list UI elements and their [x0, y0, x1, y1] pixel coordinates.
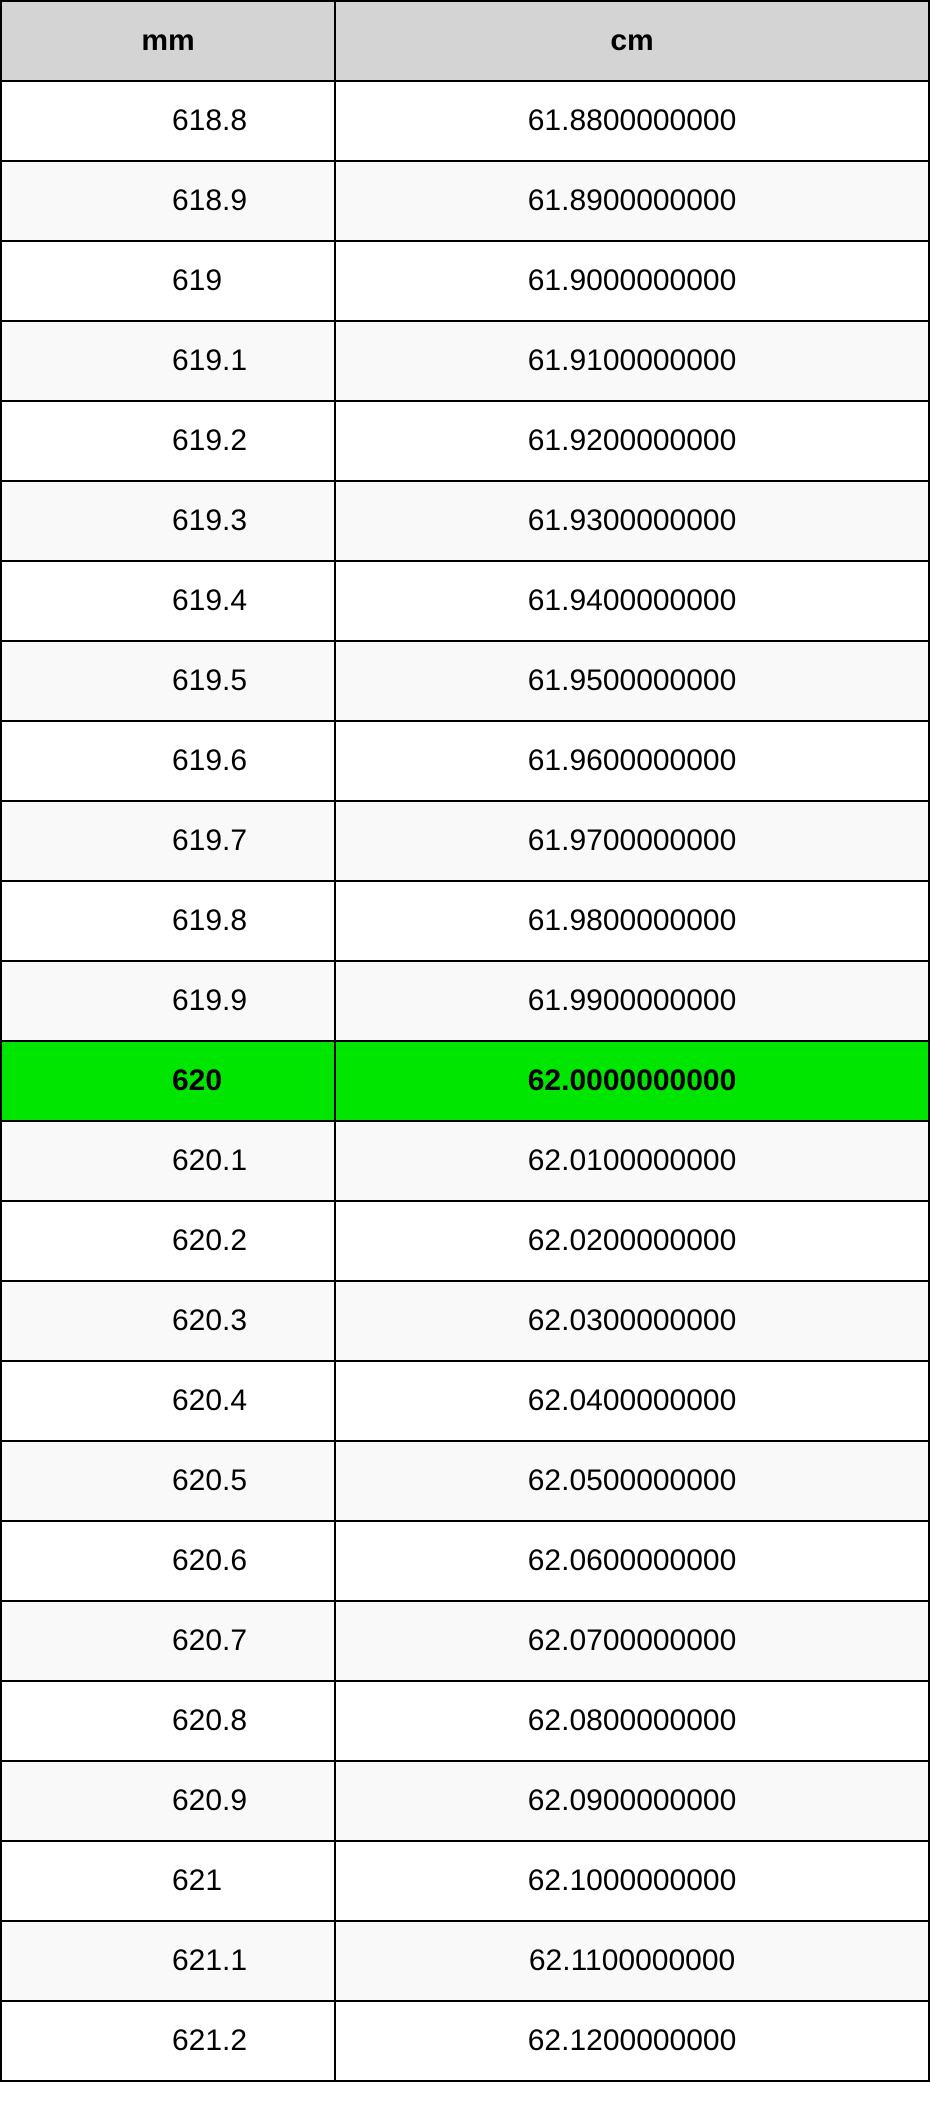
- cm-cell: 61.9200000000: [335, 401, 929, 481]
- mm-cell: 620.2: [1, 1201, 335, 1281]
- table-row: 620.862.0800000000: [1, 1681, 929, 1761]
- cm-cell: 62.0000000000: [335, 1041, 929, 1121]
- table-row: 620.562.0500000000: [1, 1441, 929, 1521]
- table-row: 621.162.1100000000: [1, 1921, 929, 2001]
- table-row: 62062.0000000000: [1, 1041, 929, 1121]
- cm-cell: 61.9900000000: [335, 961, 929, 1041]
- column-header-cm: cm: [335, 1, 929, 81]
- mm-cell: 621.2: [1, 2001, 335, 2081]
- mm-cell: 620.3: [1, 1281, 335, 1361]
- mm-cell: 619.8: [1, 881, 335, 961]
- mm-cell: 620.8: [1, 1681, 335, 1761]
- table-row: 619.461.9400000000: [1, 561, 929, 641]
- table-row: 619.161.9100000000: [1, 321, 929, 401]
- cm-cell: 61.8800000000: [335, 81, 929, 161]
- table-row: 619.861.9800000000: [1, 881, 929, 961]
- cm-cell: 61.9800000000: [335, 881, 929, 961]
- cm-cell: 62.0600000000: [335, 1521, 929, 1601]
- mm-cell: 619.9: [1, 961, 335, 1041]
- mm-cell: 619.6: [1, 721, 335, 801]
- mm-cell: 619.4: [1, 561, 335, 641]
- table-row: 620.662.0600000000: [1, 1521, 929, 1601]
- cm-cell: 61.9400000000: [335, 561, 929, 641]
- cm-cell: 62.0800000000: [335, 1681, 929, 1761]
- cm-cell: 62.0500000000: [335, 1441, 929, 1521]
- mm-cell: 620.9: [1, 1761, 335, 1841]
- table-row: 619.561.9500000000: [1, 641, 929, 721]
- mm-cell: 620.1: [1, 1121, 335, 1201]
- table-row: 620.762.0700000000: [1, 1601, 929, 1681]
- mm-cell: 620.6: [1, 1521, 335, 1601]
- cm-cell: 62.0700000000: [335, 1601, 929, 1681]
- column-header-mm: mm: [1, 1, 335, 81]
- conversion-table-wrap: mm cm 618.861.8800000000618.961.89000000…: [0, 0, 930, 2082]
- mm-cell: 619.5: [1, 641, 335, 721]
- cm-cell: 62.0100000000: [335, 1121, 929, 1201]
- mm-cell: 619.7: [1, 801, 335, 881]
- mm-cell: 620.7: [1, 1601, 335, 1681]
- table-row: 618.861.8800000000: [1, 81, 929, 161]
- mm-cell: 619.3: [1, 481, 335, 561]
- cm-cell: 62.1000000000: [335, 1841, 929, 1921]
- table-row: 61961.9000000000: [1, 241, 929, 321]
- cm-cell: 61.9700000000: [335, 801, 929, 881]
- cm-cell: 61.9600000000: [335, 721, 929, 801]
- table-row: 619.361.9300000000: [1, 481, 929, 561]
- table-row: 620.362.0300000000: [1, 1281, 929, 1361]
- cm-cell: 62.0200000000: [335, 1201, 929, 1281]
- table-row: 620.962.0900000000: [1, 1761, 929, 1841]
- conversion-table: mm cm 618.861.8800000000618.961.89000000…: [0, 0, 930, 2082]
- mm-cell: 618.9: [1, 161, 335, 241]
- cm-cell: 61.9300000000: [335, 481, 929, 561]
- mm-cell: 620.5: [1, 1441, 335, 1521]
- table-row: 619.761.9700000000: [1, 801, 929, 881]
- table-row: 621.262.1200000000: [1, 2001, 929, 2081]
- cm-cell: 61.8900000000: [335, 161, 929, 241]
- table-row: 62162.1000000000: [1, 1841, 929, 1921]
- cm-cell: 61.9500000000: [335, 641, 929, 721]
- table-row: 620.262.0200000000: [1, 1201, 929, 1281]
- cm-cell: 62.1200000000: [335, 2001, 929, 2081]
- table-row: 618.961.8900000000: [1, 161, 929, 241]
- mm-cell: 619.1: [1, 321, 335, 401]
- table-body: 618.861.8800000000618.961.89000000006196…: [1, 81, 929, 2081]
- table-row: 619.261.9200000000: [1, 401, 929, 481]
- mm-cell: 621: [1, 1841, 335, 1921]
- cm-cell: 61.9000000000: [335, 241, 929, 321]
- table-row: 619.961.9900000000: [1, 961, 929, 1041]
- mm-cell: 620: [1, 1041, 335, 1121]
- mm-cell: 619: [1, 241, 335, 321]
- cm-cell: 62.0300000000: [335, 1281, 929, 1361]
- mm-cell: 620.4: [1, 1361, 335, 1441]
- cm-cell: 61.9100000000: [335, 321, 929, 401]
- cm-cell: 62.0900000000: [335, 1761, 929, 1841]
- mm-cell: 621.1: [1, 1921, 335, 2001]
- table-header-row: mm cm: [1, 1, 929, 81]
- cm-cell: 62.0400000000: [335, 1361, 929, 1441]
- cm-cell: 62.1100000000: [335, 1921, 929, 2001]
- table-row: 619.661.9600000000: [1, 721, 929, 801]
- mm-cell: 618.8: [1, 81, 335, 161]
- table-row: 620.462.0400000000: [1, 1361, 929, 1441]
- mm-cell: 619.2: [1, 401, 335, 481]
- table-row: 620.162.0100000000: [1, 1121, 929, 1201]
